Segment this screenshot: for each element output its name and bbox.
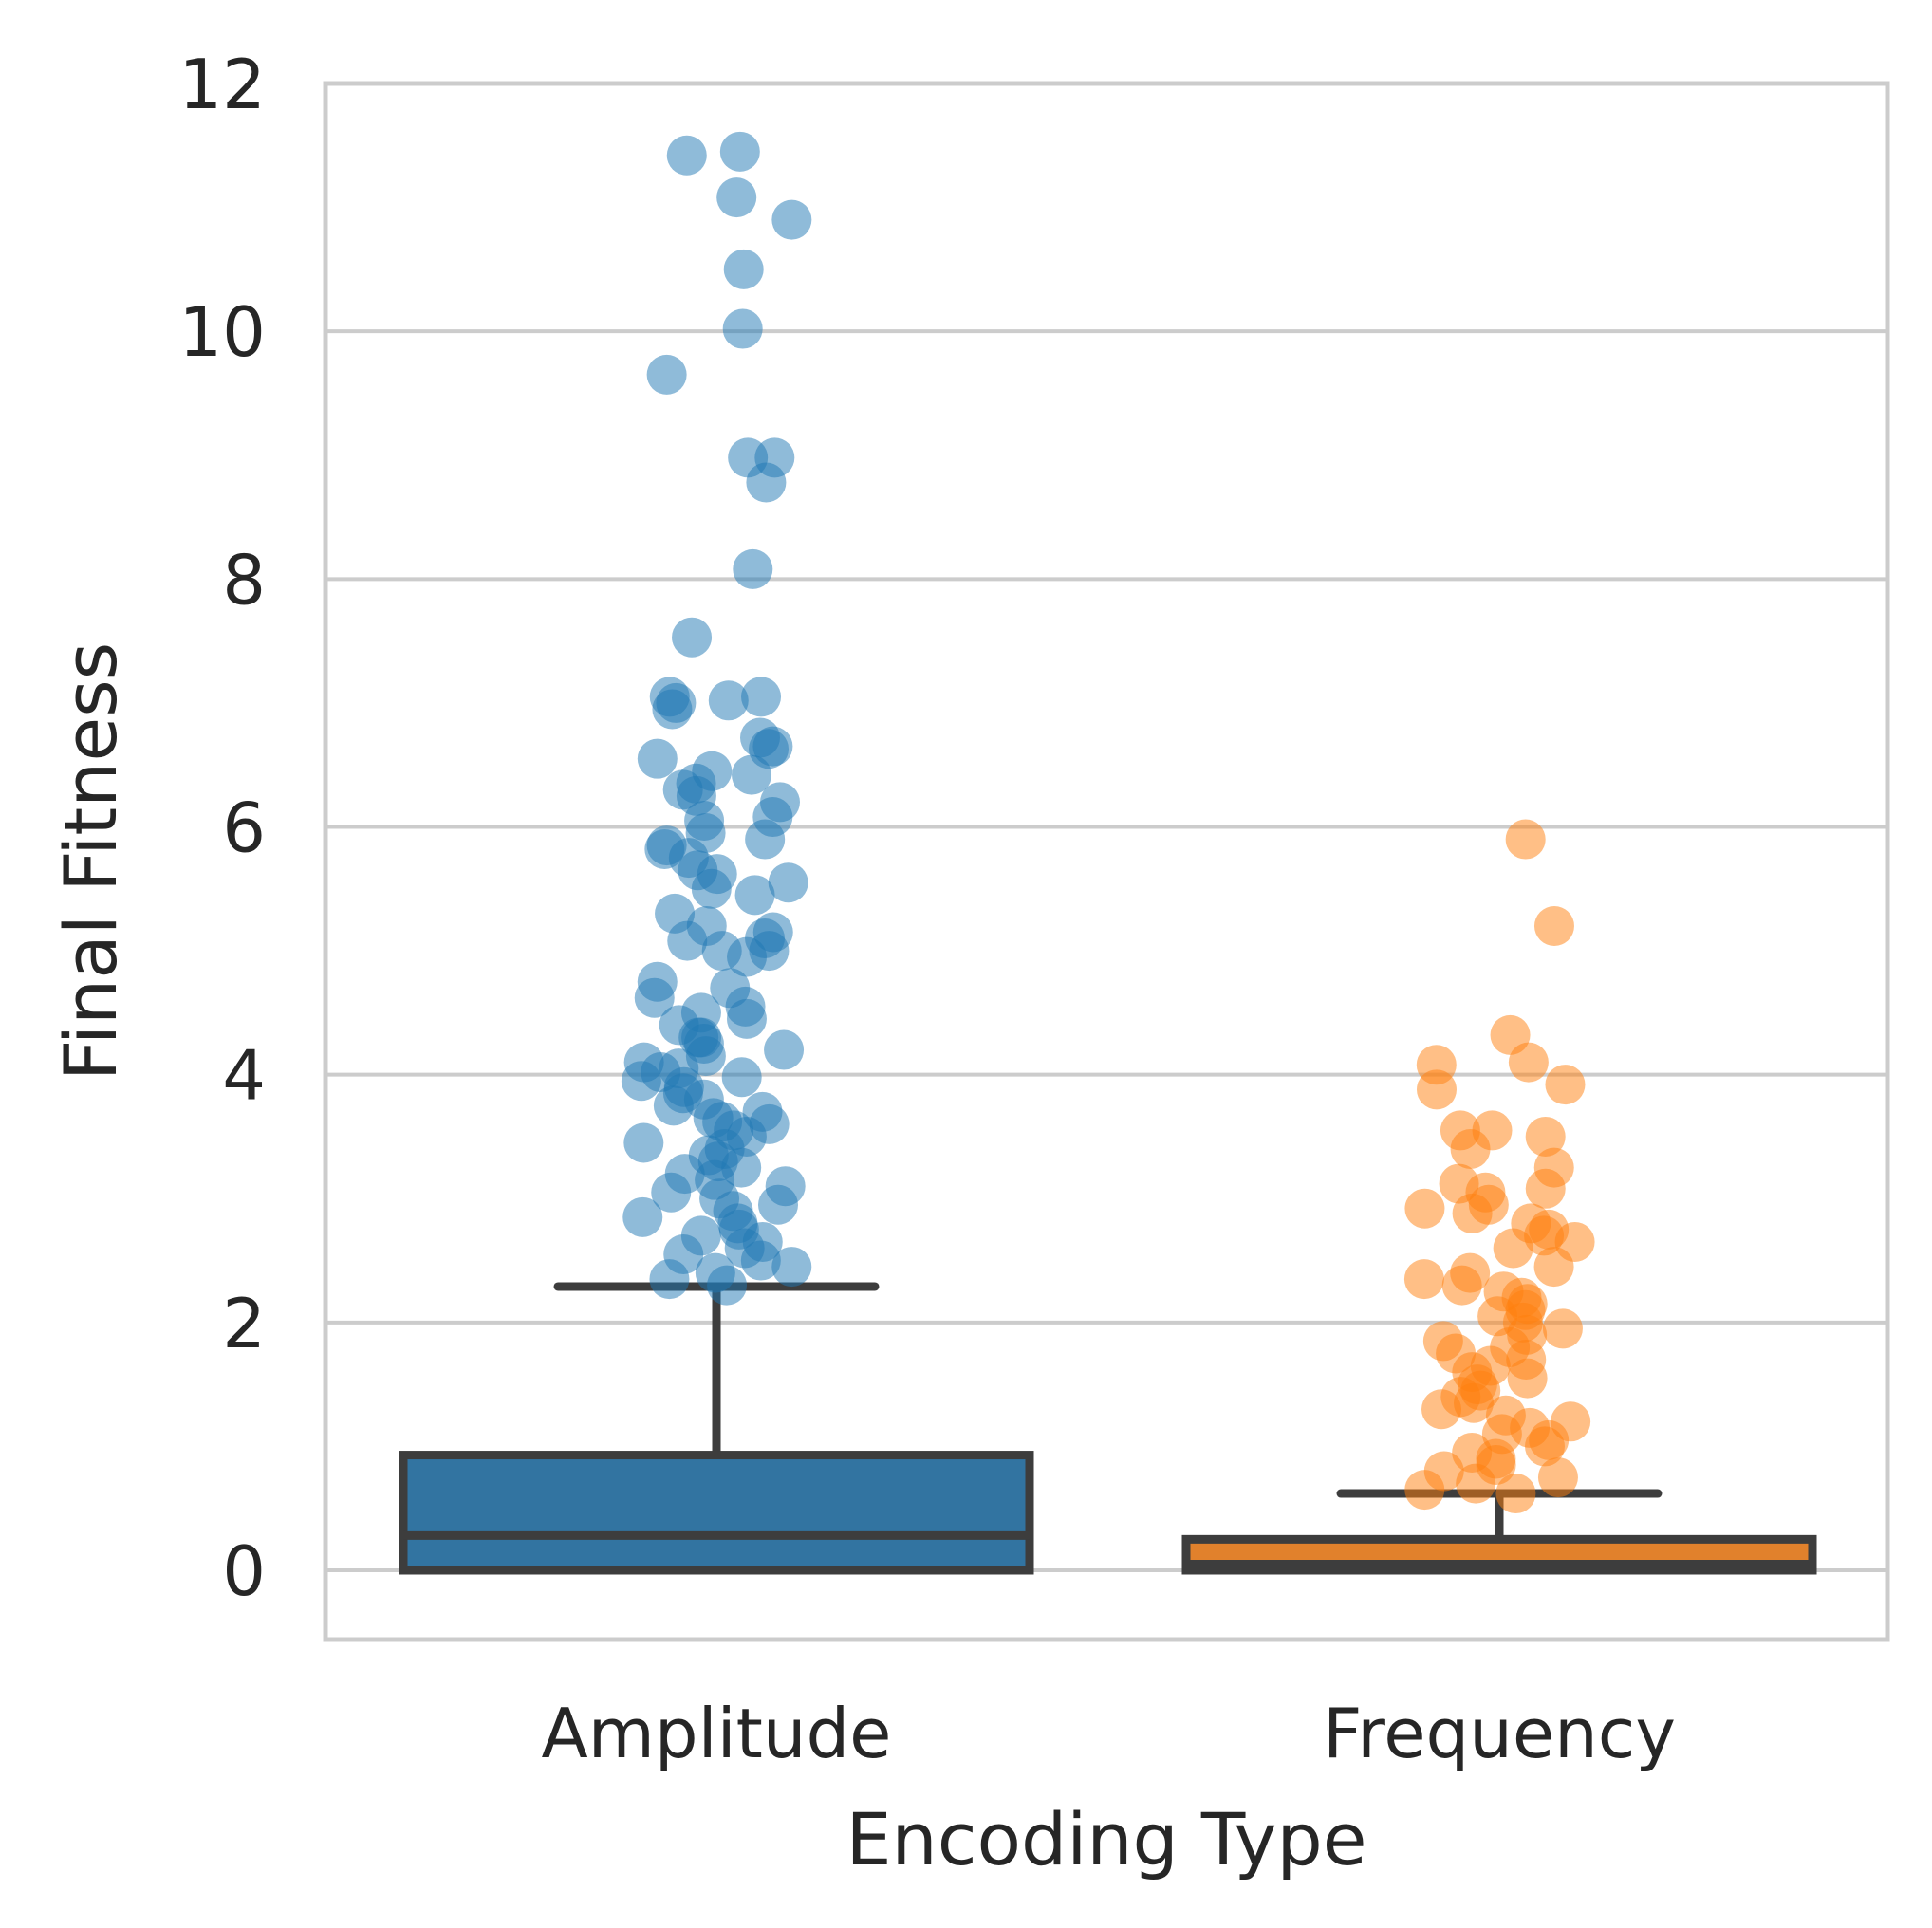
outlier-point-amplitude xyxy=(666,135,707,176)
box-body-amplitude xyxy=(399,1451,1034,1575)
outlier-point-amplitude xyxy=(734,875,775,916)
y-axis-label: Final Fitness xyxy=(48,642,133,1082)
outlier-point-frequency xyxy=(1404,1188,1445,1229)
outlier-point-frequency xyxy=(1493,1228,1533,1269)
outlier-point-frequency xyxy=(1525,1116,1566,1157)
outlier-point-amplitude xyxy=(651,1172,692,1213)
outlier-point-amplitude xyxy=(741,677,782,717)
outlier-point-amplitude xyxy=(719,131,760,172)
y-tick-label-6: 6 xyxy=(222,788,266,868)
outlier-point-amplitude xyxy=(722,308,763,349)
outlier-point-amplitude xyxy=(708,680,749,721)
outlier-point-amplitude xyxy=(622,1196,663,1237)
grid-lines xyxy=(325,329,1887,1572)
outlier-point-frequency xyxy=(1456,1463,1496,1504)
outlier-point-frequency xyxy=(1441,1265,1482,1306)
outlier-point-amplitude xyxy=(771,1247,812,1288)
outlier-point-frequency xyxy=(1537,1457,1578,1498)
outlier-point-amplitude xyxy=(649,1259,690,1300)
outlier-point-amplitude xyxy=(652,689,693,730)
outlier-point-amplitude xyxy=(723,249,764,289)
outlier-point-amplitude xyxy=(764,1029,805,1070)
plot-frame xyxy=(323,81,1890,1642)
outlier-point-amplitude xyxy=(768,862,808,903)
outlier-point-amplitude xyxy=(716,177,757,218)
outlier-point-amplitude xyxy=(653,1085,694,1126)
y-tick-label-4: 4 xyxy=(222,1036,266,1116)
outlier-point-amplitude xyxy=(672,617,713,658)
y-tick-label-2: 2 xyxy=(222,1284,266,1363)
y-tick-label-0: 0 xyxy=(222,1531,266,1611)
outlier-point-amplitude xyxy=(746,462,787,503)
outlier-point-frequency xyxy=(1533,905,1574,946)
x-axis-label: Encoding Type xyxy=(846,1797,1367,1882)
boxes xyxy=(399,1282,1817,1575)
outlier-point-amplitude xyxy=(721,1057,762,1098)
outlier-point-frequency xyxy=(1453,1382,1494,1423)
outlier-point-frequency xyxy=(1508,1042,1549,1083)
outlier-point-amplitude xyxy=(726,998,767,1039)
outlier-point-frequency xyxy=(1542,1308,1583,1349)
x-tick-label-frequency: Frequency xyxy=(1323,1694,1676,1773)
outlier-point-amplitude xyxy=(732,754,772,795)
outlier-point-amplitude xyxy=(646,354,687,395)
y-tick-label-12: 12 xyxy=(178,45,266,124)
outlier-point-amplitude xyxy=(733,548,773,589)
box-amplitude xyxy=(399,1282,1034,1575)
outlier-point-amplitude xyxy=(623,1122,664,1163)
x-tick-label-amplitude: Amplitude xyxy=(542,1694,892,1773)
outlier-point-amplitude xyxy=(637,738,678,779)
outlier-point-amplitude xyxy=(667,920,708,961)
x-tick-labels: Amplitude Frequency xyxy=(542,1694,1676,1773)
y-tick-labels: 0 2 4 6 8 10 12 xyxy=(178,45,266,1611)
outlier-point-amplitude xyxy=(727,936,768,977)
outlier-point-frequency xyxy=(1404,1470,1445,1511)
y-tick-label-8: 8 xyxy=(222,540,266,620)
outlier-points xyxy=(621,131,1595,1514)
outlier-point-frequency xyxy=(1524,1215,1565,1256)
outlier-point-amplitude xyxy=(771,199,812,240)
outlier-point-frequency xyxy=(1545,1065,1586,1105)
outlier-point-frequency xyxy=(1525,1168,1566,1209)
outlier-point-amplitude xyxy=(707,1265,748,1306)
outlier-point-frequency xyxy=(1495,1474,1536,1514)
outlier-point-amplitude xyxy=(758,1184,799,1225)
outlier-point-frequency xyxy=(1533,1247,1574,1288)
outlier-point-frequency xyxy=(1421,1389,1461,1430)
outlier-point-amplitude xyxy=(745,819,786,860)
outlier-point-frequency xyxy=(1416,1069,1457,1110)
box-frequency xyxy=(1181,1489,1817,1575)
outlier-point-frequency xyxy=(1403,1259,1444,1300)
y-tick-label-10: 10 xyxy=(178,292,266,372)
outlier-point-frequency xyxy=(1450,1129,1491,1170)
outlier-point-frequency xyxy=(1505,819,1546,860)
outlier-point-amplitude xyxy=(634,977,675,1018)
outlier-point-frequency xyxy=(1507,1358,1548,1399)
outlier-point-frequency xyxy=(1525,1426,1566,1467)
outlier-point-amplitude xyxy=(691,868,732,909)
outlier-point-amplitude xyxy=(740,1240,781,1281)
outlier-point-frequency xyxy=(1452,1193,1493,1233)
outlier-point-amplitude xyxy=(621,1061,661,1102)
